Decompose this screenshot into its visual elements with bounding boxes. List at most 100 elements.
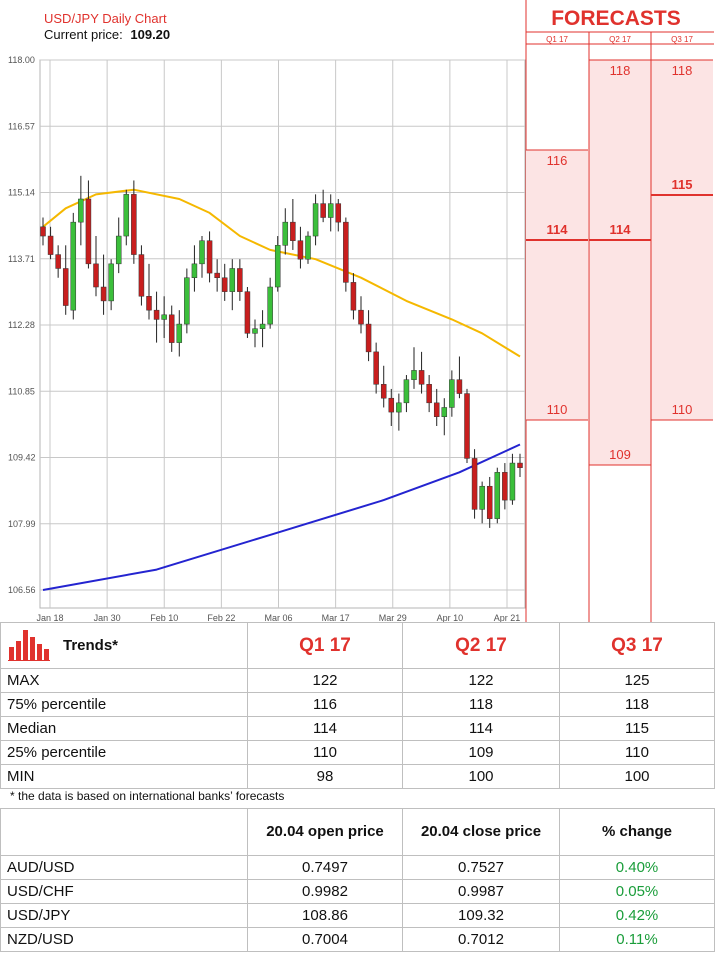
candle [78, 175, 84, 246]
candle [380, 365, 387, 408]
candle-body [252, 328, 258, 334]
forecasts-title: FORECASTS [551, 7, 681, 30]
price-change-header-row: 20.04 open price 20.04 close price % cha… [0, 808, 715, 856]
trends-row-p25: 25% percentile 110 109 110 [0, 740, 715, 765]
x-tick-label: Jan 18 [36, 613, 63, 623]
candle-body [464, 393, 470, 459]
candle-body [131, 194, 137, 255]
x-tick-label: Mar 06 [264, 613, 292, 623]
trends-cell: 122 [247, 668, 403, 693]
candle-body [229, 268, 236, 292]
candle-body [365, 323, 372, 353]
close-price: 0.9987 [402, 879, 560, 904]
candle [464, 388, 470, 464]
candle [494, 467, 501, 524]
fast-moving-average-line [42, 188, 521, 358]
trends-header-row: Trends* Q1 17 Q2 17 Q3 17 [0, 622, 715, 669]
candle [449, 370, 455, 417]
y-tick-label: 118.00 [8, 55, 35, 65]
price-change-table: 20.04 open price 20.04 close price % cha… [0, 808, 715, 952]
trends-title: Trends* [63, 636, 119, 654]
candle [327, 194, 334, 232]
chart-title: USD/JPY Daily Chart [44, 11, 167, 26]
open-price: 0.7497 [247, 855, 403, 880]
candle-body [100, 286, 107, 302]
candle [274, 236, 281, 292]
x-tick-label: Apr 10 [437, 613, 464, 623]
trends-cell: 100 [402, 764, 560, 789]
candle [115, 217, 122, 274]
y-tick-label: 109.42 [8, 453, 36, 463]
candle-body [494, 472, 501, 519]
candle [100, 254, 107, 315]
trends-cell: 122 [402, 668, 560, 693]
close-price: 0.7527 [402, 855, 560, 880]
usdjpy-chart: 116 114 110 Q1 17 118 114 109 Q2 17 118 115 110 Q3 … [8, 0, 714, 623]
trends-row-label: 25% percentile [0, 740, 248, 765]
candle [297, 226, 304, 269]
candle [259, 310, 266, 348]
candle-body [214, 272, 220, 278]
candle-body [70, 221, 77, 311]
candle-body [441, 407, 448, 417]
candle-body [380, 384, 387, 399]
candle-body [153, 309, 160, 320]
candle-body [396, 402, 402, 413]
candle-body [456, 379, 463, 394]
candle-body [237, 268, 243, 292]
candle [244, 287, 251, 338]
trends-row-label: MIN [0, 764, 248, 789]
candle-body [290, 221, 296, 241]
candle [70, 212, 77, 320]
candle-body [244, 291, 251, 334]
candle [55, 245, 61, 278]
trends-row-label: Median [0, 716, 248, 741]
candle [93, 236, 99, 297]
candle [252, 319, 258, 348]
candle [221, 263, 228, 301]
pair-label: AUD/USD [0, 855, 248, 880]
candle-body [78, 198, 84, 223]
candle-body [358, 309, 364, 325]
candle-body [85, 198, 92, 265]
trends-cell: 125 [559, 668, 715, 693]
trends-row-p75: 75% percentile 116 118 118 [0, 692, 715, 717]
candle [138, 245, 145, 306]
open-price: 0.9982 [247, 879, 403, 904]
candle-body [221, 277, 228, 292]
candle-body [312, 203, 319, 237]
pair-label: USD/CHF [0, 879, 248, 904]
candle-body [259, 323, 266, 329]
candle-body [471, 458, 478, 510]
candle [305, 231, 311, 264]
candle [161, 296, 167, 338]
candle [108, 259, 114, 311]
price-row-audusd: AUD/USD 0.7497 0.7527 0.40% [0, 855, 715, 880]
trends-cell: 116 [247, 692, 403, 717]
candle-body [305, 235, 311, 260]
y-tick-label: 107.99 [8, 519, 36, 529]
candle-body [274, 245, 281, 288]
candle [396, 393, 402, 431]
bar-chart-icon [7, 627, 51, 665]
candle [373, 342, 379, 394]
candle-body [146, 296, 152, 311]
y-tick-label: 113.71 [8, 254, 35, 264]
candle-body [199, 240, 205, 265]
trends-cell: 109 [402, 740, 560, 765]
x-tick-label: Feb 10 [150, 613, 178, 623]
candle [320, 189, 326, 223]
pct-change: 0.40% [559, 855, 715, 880]
trends-row-median: Median 114 114 115 [0, 716, 715, 741]
candle-body [55, 254, 61, 269]
close-price: 109.32 [402, 903, 560, 928]
pct-change: 0.05% [559, 879, 715, 904]
candle-body [267, 286, 273, 325]
x-tick-label: Jan 30 [94, 613, 121, 623]
candle [358, 296, 364, 334]
candle [199, 236, 205, 278]
trends-col-q2: Q2 17 [402, 622, 560, 669]
trends-col-q1: Q1 17 [247, 622, 403, 669]
candle-body [320, 203, 326, 218]
forecast-p75-label: 116 [547, 153, 568, 168]
